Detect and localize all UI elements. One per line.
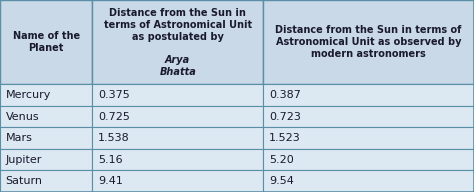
- Text: Jupiter: Jupiter: [6, 155, 42, 165]
- Bar: [92, 84, 263, 106]
- Text: 0.725: 0.725: [98, 112, 130, 122]
- Text: 9.54: 9.54: [269, 176, 293, 186]
- Text: Distance from the Sun in
terms of Astronomical Unit
as postulated by: Distance from the Sun in terms of Astron…: [104, 8, 252, 42]
- Bar: [263, 106, 474, 127]
- Bar: [92, 106, 263, 127]
- Text: 0.387: 0.387: [269, 90, 301, 100]
- Bar: [263, 84, 474, 106]
- Bar: [92, 149, 263, 170]
- Text: Mercury: Mercury: [6, 90, 51, 100]
- Bar: [263, 0, 474, 84]
- Bar: [0, 84, 92, 106]
- Bar: [0, 0, 92, 84]
- Bar: [0, 106, 92, 127]
- Bar: [263, 127, 474, 149]
- Text: Arya
Bhatta: Arya Bhatta: [159, 55, 196, 77]
- Bar: [0, 127, 92, 149]
- Text: 1.523: 1.523: [269, 133, 301, 143]
- Bar: [263, 170, 474, 192]
- Text: Name of the
Planet: Name of the Planet: [13, 31, 80, 53]
- Bar: [263, 149, 474, 170]
- Bar: [92, 0, 263, 84]
- Text: Saturn: Saturn: [6, 176, 43, 186]
- Text: Distance from the Sun in terms of
Astronomical Unit as observed by
modern astron: Distance from the Sun in terms of Astron…: [275, 25, 462, 59]
- Text: 0.375: 0.375: [98, 90, 130, 100]
- Text: Mars: Mars: [6, 133, 33, 143]
- Bar: [0, 170, 92, 192]
- Bar: [92, 127, 263, 149]
- Text: 5.16: 5.16: [98, 155, 123, 165]
- Text: Venus: Venus: [6, 112, 39, 122]
- Text: 0.723: 0.723: [269, 112, 301, 122]
- Text: 1.538: 1.538: [98, 133, 130, 143]
- Text: 9.41: 9.41: [98, 176, 123, 186]
- Text: 5.20: 5.20: [269, 155, 293, 165]
- Bar: [0, 149, 92, 170]
- Bar: [92, 170, 263, 192]
